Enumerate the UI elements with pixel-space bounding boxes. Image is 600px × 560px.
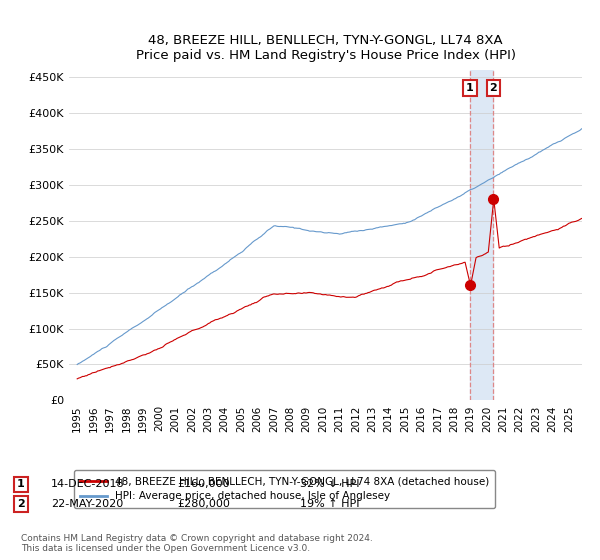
Text: 32% ↓ HPI: 32% ↓ HPI xyxy=(300,479,359,489)
Legend: 48, BREEZE HILL, BENLLECH, TYN-Y-GONGL, LL74 8XA (detached house), HPI: Average : 48, BREEZE HILL, BENLLECH, TYN-Y-GONGL, … xyxy=(74,470,496,508)
Text: £160,000: £160,000 xyxy=(177,479,230,489)
Text: 2: 2 xyxy=(489,83,497,93)
Text: 19% ↑ HPI: 19% ↑ HPI xyxy=(300,499,359,509)
Text: 2: 2 xyxy=(17,499,25,509)
Bar xyxy=(470,70,493,400)
Text: 22-MAY-2020: 22-MAY-2020 xyxy=(51,499,123,509)
Text: Contains HM Land Registry data © Crown copyright and database right 2024.
This d: Contains HM Land Registry data © Crown c… xyxy=(21,534,373,553)
Title: 48, BREEZE HILL, BENLLECH, TYN-Y-GONGL, LL74 8XA
Price paid vs. HM Land Registry: 48, BREEZE HILL, BENLLECH, TYN-Y-GONGL, … xyxy=(136,34,515,62)
Text: 1: 1 xyxy=(466,83,474,93)
Text: 14-DEC-2018: 14-DEC-2018 xyxy=(51,479,125,489)
Text: £280,000: £280,000 xyxy=(177,499,230,509)
Text: 1: 1 xyxy=(17,479,25,489)
